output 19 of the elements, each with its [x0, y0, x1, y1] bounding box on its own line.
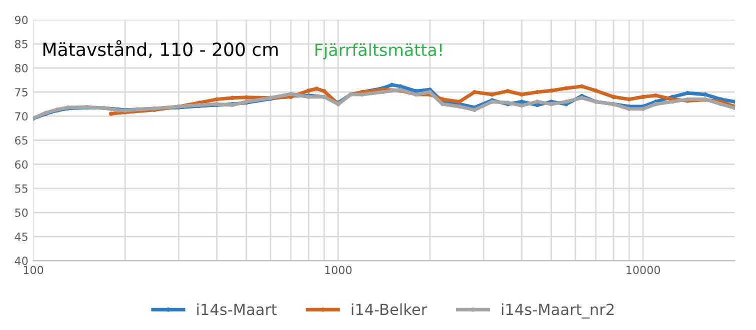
- x-tick-label: 10000: [626, 266, 660, 274]
- legend-label: i14s-Maart: [197, 303, 277, 316]
- y-tick-label: 80: [15, 64, 28, 72]
- y-tick-label: 40: [14, 256, 28, 266]
- y-tick-label: 85: [15, 40, 28, 48]
- x-tick-label: 100: [24, 266, 44, 274]
- y-tick-label: 60: [15, 160, 28, 169]
- y-tick-label: 45: [14, 232, 28, 241]
- legend-label: i14-Belker: [352, 303, 428, 316]
- x-tick-label: 1000: [325, 266, 352, 274]
- y-tick-label: 70: [15, 112, 28, 121]
- y-tick-label: 75: [15, 88, 28, 96]
- y-tick-label: 50: [15, 208, 28, 217]
- legend-label: i14s-Maart_nr2: [502, 303, 614, 319]
- y-tick-label: 55: [15, 184, 28, 193]
- annotation: Fjärrfältsmätta!: [316, 43, 442, 60]
- text: Mätavstånd, 110 - 200 cm: [43, 40, 278, 58]
- y-tick-label: 65: [15, 136, 28, 145]
- y-tick-label: 90: [14, 16, 28, 24]
